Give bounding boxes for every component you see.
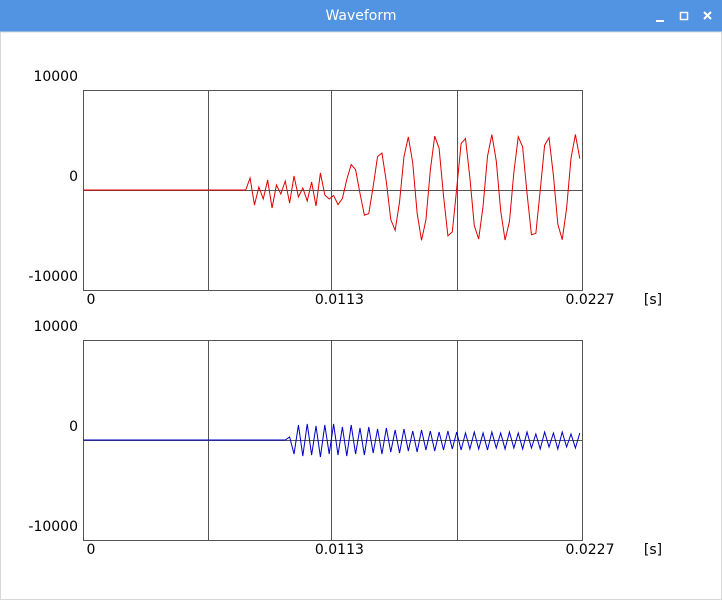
y-tick-label: 0 bbox=[69, 419, 78, 435]
maximize-button[interactable] bbox=[679, 11, 689, 21]
x-axis-label: [s] bbox=[644, 542, 662, 558]
y-tick-label: -10000 bbox=[28, 269, 78, 285]
waveform-line bbox=[83, 423, 581, 458]
x-tick-label: 0.0227 bbox=[566, 542, 615, 558]
x-axis-label: [s] bbox=[644, 292, 662, 308]
close-button[interactable] bbox=[703, 11, 712, 20]
x-tick-label: 0.0113 bbox=[315, 292, 364, 308]
x-tick-label: 0 bbox=[87, 292, 96, 308]
x-tick-label: 0.0113 bbox=[315, 542, 364, 558]
waveform-line bbox=[83, 134, 581, 241]
y-tick-label: 10000 bbox=[33, 69, 78, 85]
y-tick-label: 0 bbox=[69, 169, 78, 185]
x-tick-label: 0 bbox=[87, 542, 96, 558]
window-title: Waveform bbox=[325, 8, 396, 24]
x-tick-label: 0.0227 bbox=[566, 292, 615, 308]
y-tick-label: -10000 bbox=[28, 519, 78, 535]
title-bar bbox=[0, 0, 722, 32]
y-tick-label: 10000 bbox=[33, 319, 78, 335]
